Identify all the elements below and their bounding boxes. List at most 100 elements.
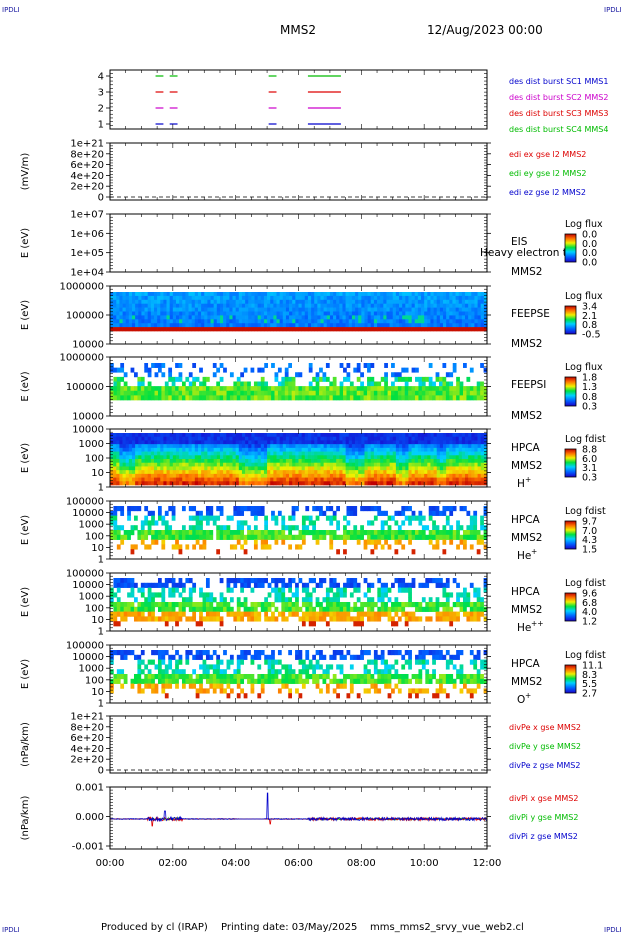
spectrogram-cell: [332, 386, 337, 392]
spectrogram-cell: [349, 510, 354, 516]
spectrogram-cell: [276, 466, 280, 471]
spectrogram-cell: [449, 311, 453, 316]
spectrogram-cell: [476, 381, 481, 387]
spectrogram-cell: [285, 436, 290, 441]
spectrogram-cell: [122, 455, 127, 460]
spectrogram-cell: [433, 303, 438, 308]
spectrogram-cell: [387, 587, 392, 593]
spectrogram-cell: [185, 544, 190, 550]
spectrogram-cell: [439, 530, 443, 536]
spectrogram-cell: [458, 473, 463, 478]
spectrogram-cell: [411, 323, 416, 328]
spectrogram-cell: [240, 520, 245, 526]
spectrogram-cell: [380, 597, 385, 603]
species-charge: ++: [531, 619, 544, 628]
spectrogram-cell: [392, 307, 397, 312]
spectrogram-cell: [236, 390, 241, 396]
spectrogram-cell: [157, 578, 162, 584]
spectrogram-cell: [201, 303, 205, 308]
spectrogram-cell: [370, 534, 375, 540]
spectrogram-cell: [295, 303, 299, 308]
spectrogram-cell: [153, 315, 158, 320]
spectrogram-cell: [188, 327, 193, 332]
spectrogram-cell: [443, 451, 447, 456]
spectrogram-cell: [212, 688, 217, 694]
spectrogram-cell: [207, 444, 211, 449]
spectrogram-cell: [150, 323, 155, 328]
spectrogram-cell: [439, 395, 443, 401]
spectrogram-cell: [424, 303, 428, 308]
spectrogram-cell: [147, 477, 152, 482]
spectrogram-cell: [175, 295, 180, 301]
spectrogram-cell: [140, 669, 145, 675]
spectrogram-cell: [360, 621, 364, 627]
spectrogram-cell: [361, 299, 365, 305]
spectrogram-cell: [181, 597, 186, 603]
spectrogram-cell: [405, 444, 409, 449]
spectrogram-cell: [336, 506, 340, 512]
spectrogram-cell: [435, 386, 440, 392]
spectrogram-cell: [446, 327, 450, 332]
spectrogram-cell: [329, 481, 334, 486]
spectrogram-cell: [226, 466, 230, 471]
spectrogram-cell: [199, 386, 203, 392]
spectrogram-cell: [119, 481, 123, 486]
spectrogram-cell: [188, 473, 193, 478]
spectrogram-cell: [291, 592, 296, 598]
spectrogram-cell: [213, 436, 218, 441]
spectrogram-cell: [240, 544, 245, 550]
spectrogram-cell: [380, 534, 385, 540]
spectrogram-cell: [383, 481, 387, 486]
spectrogram-cell: [367, 459, 372, 464]
spectrogram-cell: [298, 307, 302, 312]
spectrogram-cell: [263, 470, 268, 475]
spectrogram-cell: [469, 386, 474, 392]
spectrogram-cell: [260, 606, 265, 612]
spectrogram-cell: [216, 683, 221, 689]
spectrogram-cell: [384, 381, 388, 387]
colorbar-tick: 3.4: [582, 302, 597, 313]
spectrogram-cell: [380, 451, 384, 456]
spectrogram-cell: [433, 307, 438, 312]
spectrogram-cell: [329, 386, 334, 392]
spectrogram-cell: [175, 311, 180, 316]
spectrogram-cell: [421, 327, 425, 332]
spectrogram-cell: [435, 582, 440, 588]
spectrogram-cell: [301, 534, 306, 540]
spectrogram-cell: [168, 395, 173, 401]
spectrogram-cell: [144, 367, 149, 373]
spectrogram-cell: [343, 534, 347, 540]
spectrogram-cell: [408, 481, 412, 486]
spectrogram-cell: [154, 683, 159, 689]
spectrogram-cell: [182, 307, 186, 312]
spectrogram-cell: [257, 367, 262, 373]
spectrogram-cell: [417, 470, 422, 475]
spectrogram-cell: [251, 292, 255, 297]
spectrogram-cell: [277, 611, 282, 617]
spectrogram-cell: [253, 534, 258, 540]
spectrogram-cell: [270, 462, 274, 467]
spectrogram-cell: [199, 654, 203, 660]
spectrogram-cell: [144, 440, 149, 445]
spectrogram-cell: [391, 515, 395, 521]
spectrogram-cell: [356, 611, 361, 617]
spectrogram-cell: [204, 299, 208, 305]
spectrogram-cell: [430, 462, 434, 467]
spectrogram-cell: [209, 611, 214, 617]
spectrogram-cell: [202, 664, 207, 670]
spectrogram-cell: [125, 295, 130, 301]
spectrogram-cell: [137, 611, 142, 617]
spectrogram-cell: [175, 470, 180, 475]
spectrogram-cell: [405, 303, 409, 308]
spectrogram-cell: [389, 436, 394, 441]
spectrogram-cell: [473, 386, 478, 392]
spectrogram-cell: [235, 455, 240, 460]
spectrogram-cell: [216, 319, 221, 324]
spectrogram-cell: [264, 611, 269, 617]
spectrogram-cell: [235, 473, 240, 478]
spectrogram-cell: [404, 534, 409, 540]
spectrogram-cell: [355, 327, 359, 332]
spectrogram-cell: [391, 534, 395, 540]
spectrogram-cell: [236, 693, 241, 699]
spectrogram-cell: [405, 440, 409, 445]
